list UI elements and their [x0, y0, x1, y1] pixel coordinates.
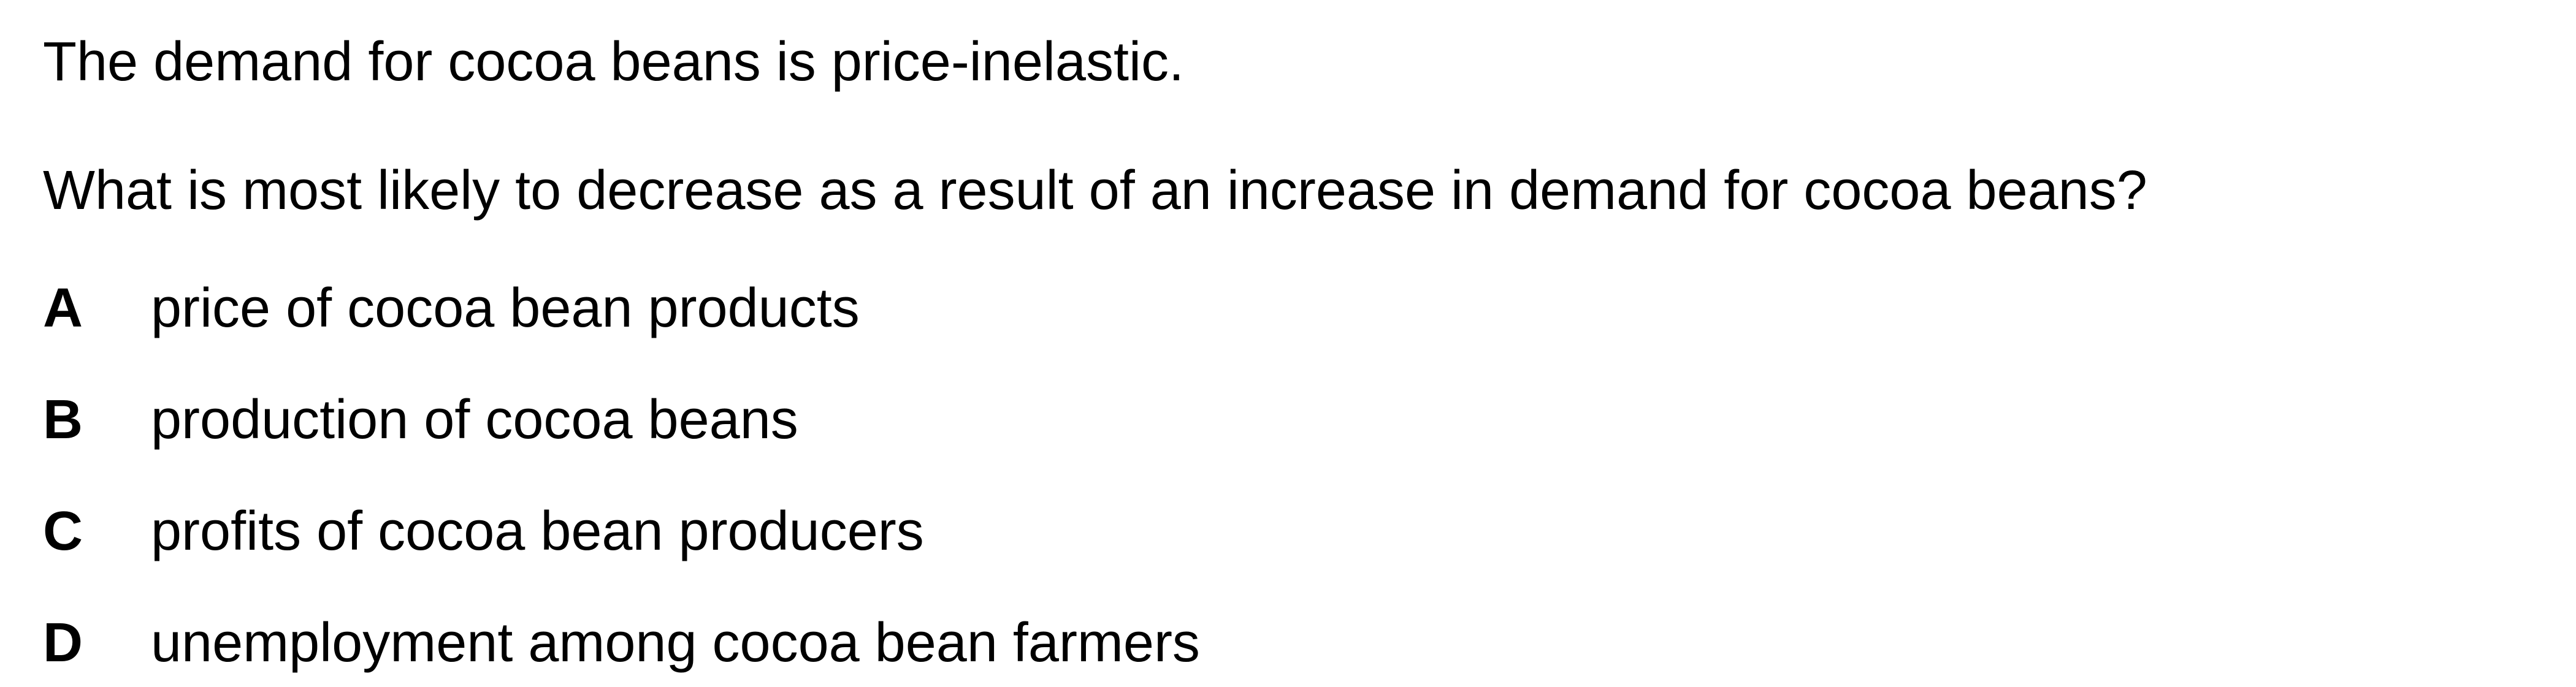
- option-letter: C: [43, 501, 83, 562]
- question-stem-intro: The demand for cocoa beans is price-inel…: [43, 31, 1184, 93]
- option-letter: A: [43, 278, 83, 339]
- option-text: production of cocoa beans: [151, 389, 798, 450]
- question-stem: What is most likely to decrease as a res…: [43, 160, 2147, 221]
- option-text: unemployment among cocoa bean farmers: [151, 612, 1200, 674]
- option-letter: B: [43, 389, 83, 450]
- option-letter: D: [43, 612, 83, 674]
- option-text: profits of cocoa bean producers: [151, 501, 924, 562]
- option-text: price of cocoa bean products: [151, 278, 860, 339]
